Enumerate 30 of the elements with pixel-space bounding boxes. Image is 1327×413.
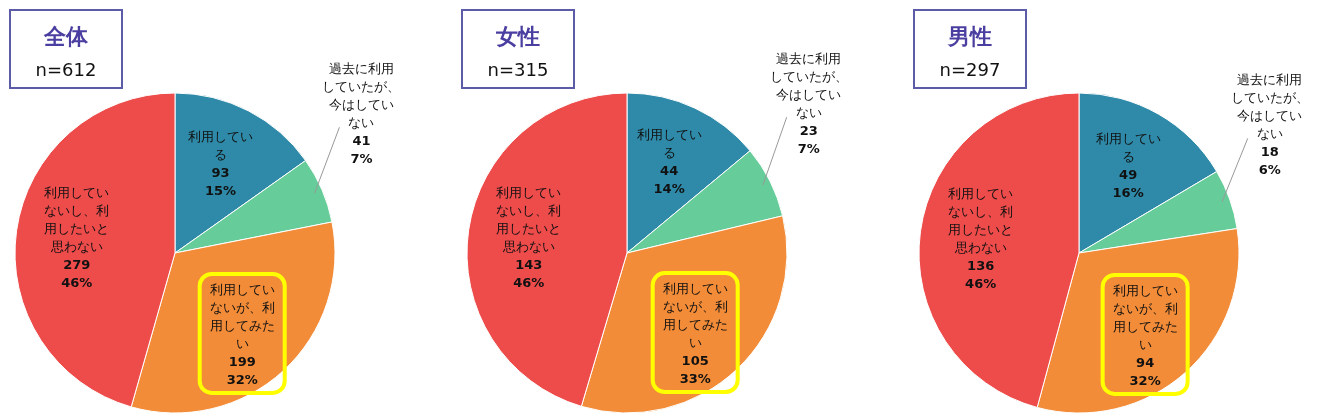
data-label: 279 46% <box>61 257 93 291</box>
slice-label: 過去に利用していたが、今はしていない <box>769 51 848 121</box>
data-label: 199 32% <box>226 353 258 387</box>
chart-title: 女性 <box>495 24 540 49</box>
slice-label: 利用していないが、利用してみたい <box>662 281 728 351</box>
chart-subtitle: n=315 <box>487 59 549 80</box>
data-label: 143 46% <box>513 256 545 290</box>
slice-label: 利用していないが、利用してみたい <box>1112 282 1178 352</box>
slice-label: 利用している <box>188 128 254 162</box>
data-label: 136 46% <box>965 257 997 291</box>
slice-label: 利用している <box>1095 130 1161 164</box>
slice-label: 利用していないし、利用したいと思わない <box>496 184 562 254</box>
data-label: 23 7% <box>797 123 820 157</box>
slice-label: 利用していないし、利用したいと思わない <box>44 185 110 255</box>
data-label: 41 7% <box>350 133 373 167</box>
chart-title: 男性 <box>947 24 992 49</box>
data-label: 105 33% <box>679 353 711 387</box>
slice-label: 過去に利用していたが、今はしていない <box>322 61 401 131</box>
slice-label: 利用している <box>636 127 702 161</box>
data-label: 94 32% <box>1129 354 1161 388</box>
slice-label: 利用していないが、利用してみたい <box>209 281 275 351</box>
data-label: 18 6% <box>1258 144 1281 178</box>
chart-subtitle: n=612 <box>35 59 97 80</box>
chart-subtitle: n=297 <box>939 59 1001 80</box>
data-label: 44 14% <box>653 163 685 197</box>
slice-label: 過去に利用していたが、今はしていない <box>1230 72 1309 142</box>
chart-title: 全体 <box>43 24 89 49</box>
data-label: 49 16% <box>1112 166 1144 200</box>
slice-label: 利用していないし、利用したいと思わない <box>948 185 1014 255</box>
data-label: 93 15% <box>205 164 237 198</box>
